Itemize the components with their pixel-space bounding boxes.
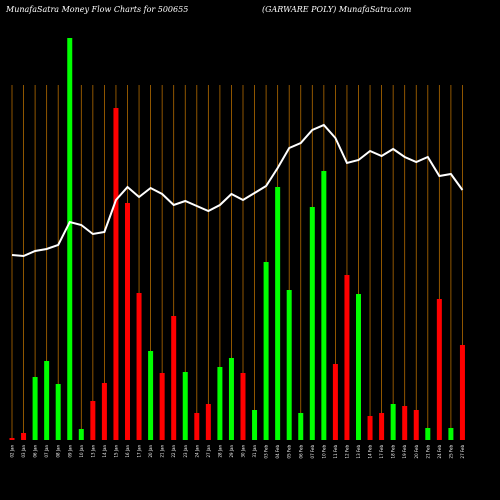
bar [194, 413, 200, 440]
bar [159, 373, 165, 440]
x-tick-label: 04 Feb [275, 445, 280, 459]
bar [298, 413, 304, 440]
bar [136, 293, 142, 440]
x-tick-label: 27 Jan [206, 445, 211, 458]
bar [252, 410, 258, 440]
bar [55, 384, 61, 440]
x-tick-label: 15 Jan [113, 445, 118, 458]
x-tick-label: 10 Jan [79, 445, 84, 458]
bar [240, 373, 246, 440]
bar [344, 275, 350, 440]
bar [171, 316, 177, 440]
x-tick-label: 11 Feb [333, 445, 338, 459]
x-tick-label: 16 Jan [125, 445, 130, 458]
x-tick-label: 08 Jan [56, 445, 61, 458]
x-tick-label: 20 Feb [414, 445, 419, 459]
x-tick-label: 07 Feb [310, 445, 315, 459]
x-tick-label: 17 Jan [137, 445, 142, 458]
x-tick-label: 29 Jan [229, 445, 234, 458]
x-tick-label: 24 Jan [194, 445, 199, 458]
x-tick-label: 06 Jan [33, 445, 38, 458]
x-tick-label: 18 Feb [391, 445, 396, 459]
x-tick-label: 03 Jan [21, 445, 26, 458]
x-tick-label: 21 Jan [160, 445, 165, 458]
bar [67, 38, 73, 440]
x-tick-label: 17 Feb [379, 445, 384, 459]
bar [459, 345, 465, 440]
bar [78, 429, 84, 440]
x-tick-label: 12 Feb [344, 445, 349, 459]
x-tick-label: 22 Jan [171, 445, 176, 458]
bar [286, 290, 292, 440]
x-tick-label: 31 Jan [252, 445, 257, 458]
bar [448, 428, 454, 440]
bar [9, 438, 15, 440]
bar [402, 406, 408, 440]
chart-subtitle: (GARWARE POLY) MunafaSatra.com [262, 5, 412, 14]
x-tick-label: 21 Feb [425, 445, 430, 459]
bar [182, 372, 188, 440]
x-tick-label: 20 Jan [148, 445, 153, 458]
bar [263, 262, 269, 440]
bar [21, 433, 27, 440]
bar [436, 299, 442, 440]
x-tick-label: 06 Feb [298, 445, 303, 459]
bar [309, 207, 315, 440]
bar [32, 377, 38, 440]
x-tick-label: 27 Feb [460, 445, 465, 459]
x-tick-label: 13 Feb [356, 445, 361, 459]
bar [332, 364, 338, 440]
x-tick-label: 03 Feb [264, 445, 269, 459]
x-tick-label: 13 Jan [90, 445, 95, 458]
x-tick-label: 05 Feb [287, 445, 292, 459]
bar [125, 203, 130, 440]
bar [379, 413, 385, 440]
bar [356, 294, 361, 440]
bar [275, 187, 281, 440]
chart-title: MunafaSatra Money Flow Charts for 500655 [5, 5, 188, 14]
bar [101, 383, 107, 440]
x-tick-label: 24 Feb [437, 445, 442, 459]
bar [413, 410, 419, 440]
bar [113, 108, 119, 440]
bar [367, 416, 373, 440]
bar [321, 171, 327, 440]
bar [148, 351, 154, 440]
x-tick-label: 30 Jan [241, 445, 246, 458]
bar [390, 404, 396, 440]
x-tick-label: 19 Feb [402, 445, 407, 459]
x-tick-label: 09 Jan [67, 445, 72, 458]
x-tick-label: 23 Jan [183, 445, 188, 458]
x-tick-label: 28 Jan [217, 445, 222, 458]
bar [205, 404, 211, 440]
x-tick-label: 14 Feb [368, 445, 373, 459]
x-tick-label: 07 Jan [44, 445, 49, 458]
x-tick-label: 10 Feb [321, 445, 326, 459]
bar [90, 401, 96, 440]
bar [217, 367, 223, 440]
bar [44, 361, 50, 440]
bar [228, 358, 234, 440]
x-tick-label: 14 Jan [102, 445, 107, 458]
x-tick-label: 02 Jan [10, 445, 15, 458]
bar [425, 428, 431, 440]
x-tick-label: 25 Feb [448, 445, 453, 459]
money-flow-line [11, 123, 464, 258]
